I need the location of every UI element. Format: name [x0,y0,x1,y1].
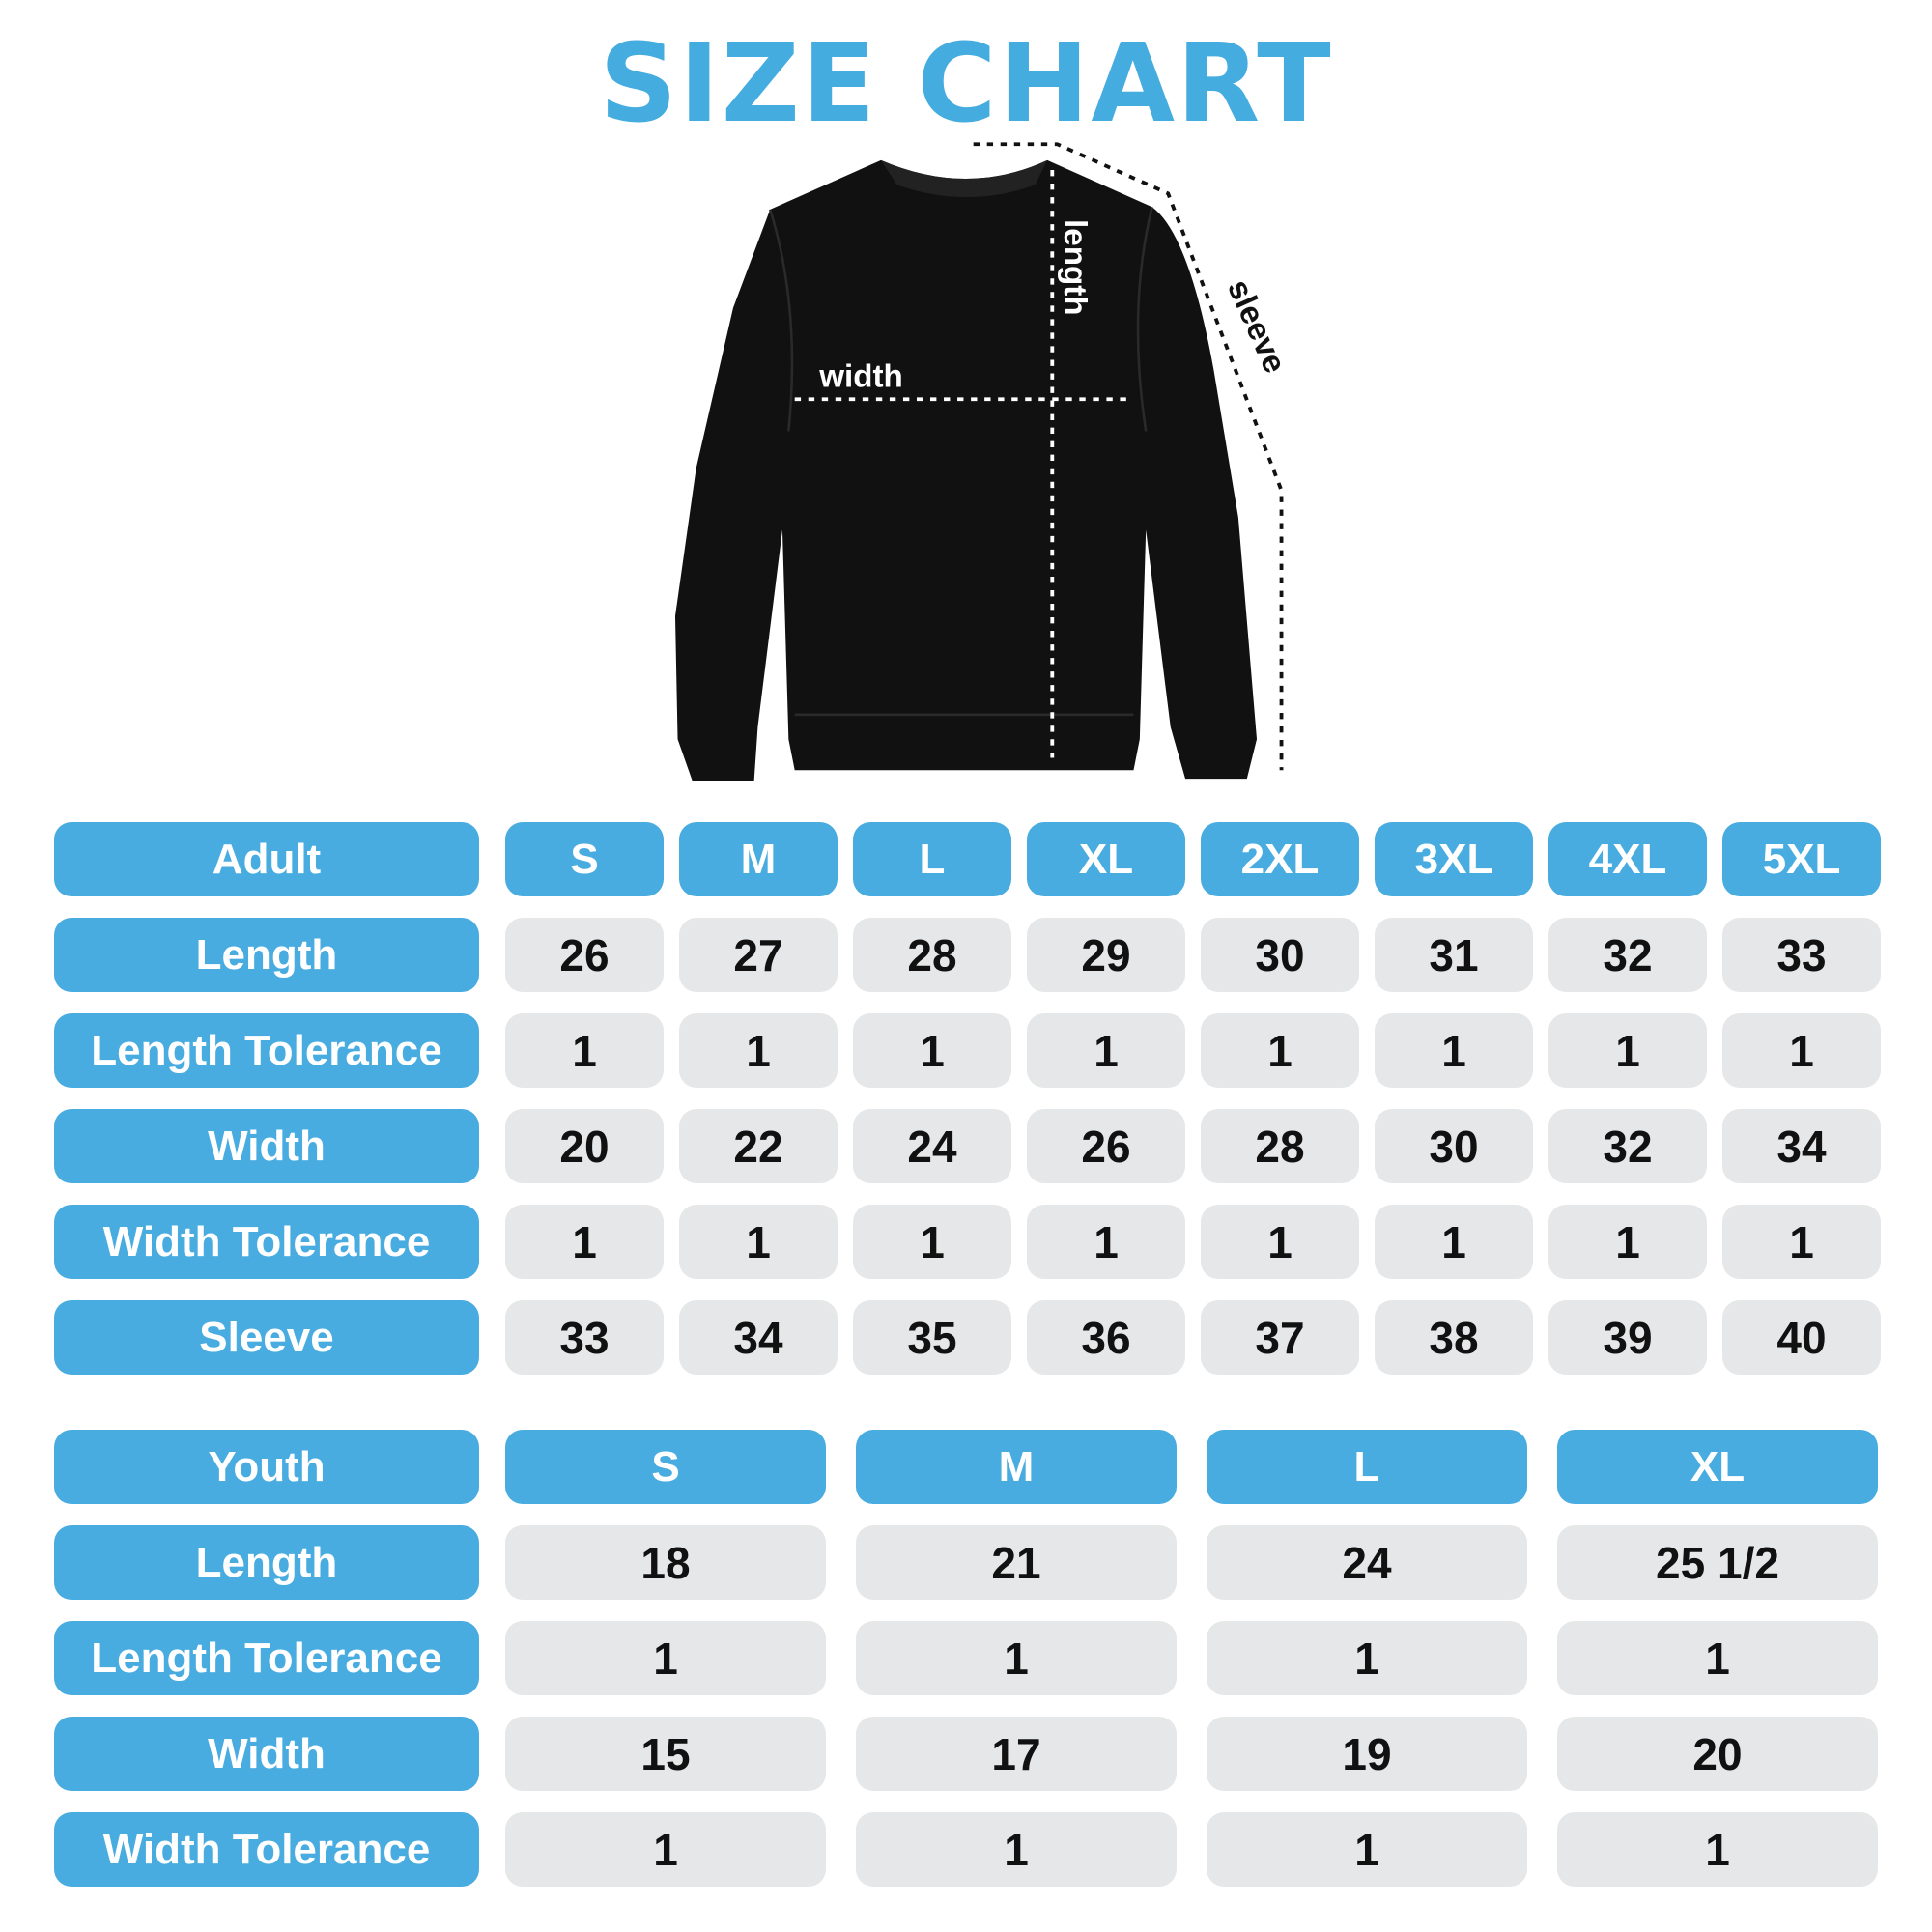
adult-value-cell: 39 [1548,1300,1707,1375]
adult-value-cell: 24 [853,1109,1011,1183]
youth-value-cell: 1 [856,1621,1177,1695]
youth-size-l: L [1207,1430,1527,1504]
adult-value-cell: 1 [1722,1205,1881,1279]
adult-value-cell: 30 [1201,918,1359,992]
adult-value-cell: 1 [853,1205,1011,1279]
youth-value-cell: 21 [856,1525,1177,1600]
sleeve-measure-line [973,142,1284,771]
adult-header: Adult [54,822,479,896]
youth-value-cell: 1 [505,1812,826,1887]
youth-size-s: S [505,1430,826,1504]
adult-value-cell: 34 [1722,1109,1881,1183]
sweater-icon [674,159,1258,781]
adult-value-cell: 40 [1722,1300,1881,1375]
adult-size-s: S [505,822,664,896]
adult-value-cell: 36 [1027,1300,1185,1375]
adult-value-cell: 1 [1201,1205,1359,1279]
adult-value-cell: 1 [505,1013,664,1088]
width-label: width [818,359,903,395]
adult-row-label: Length [54,918,479,992]
adult-value-cell: 1 [1027,1013,1185,1088]
adult-value-cell: 1 [505,1205,664,1279]
youth-value-cell: 1 [1557,1812,1878,1887]
adult-size-m: M [679,822,838,896]
sleeve-label: sleeve [1220,274,1293,379]
youth-value-cell: 1 [1207,1812,1527,1887]
youth-row-label: Width Tolerance [54,1812,479,1887]
youth-value-cell: 1 [505,1621,826,1695]
youth-value-cell: 1 [1207,1621,1527,1695]
adult-value-cell: 33 [1722,918,1881,992]
youth-value-cell: 15 [505,1717,826,1791]
adult-size-5xl: 5XL [1722,822,1881,896]
adult-value-cell: 22 [679,1109,838,1183]
adult-value-cell: 32 [1548,1109,1707,1183]
adult-value-cell: 30 [1375,1109,1533,1183]
adult-value-cell: 31 [1375,918,1533,992]
youth-value-cell: 1 [856,1812,1177,1887]
adult-value-cell: 1 [1548,1205,1707,1279]
adult-value-cell: 1 [1548,1013,1707,1088]
adult-value-cell: 1 [679,1013,838,1088]
adult-value-cell: 26 [505,918,664,992]
youth-value-cell: 25 1/2 [1557,1525,1878,1600]
youth-value-cell: 24 [1207,1525,1527,1600]
adult-value-cell: 37 [1201,1300,1359,1375]
youth-row-label: Length [54,1525,479,1600]
adult-value-cell: 28 [853,918,1011,992]
youth-size-m: M [856,1430,1177,1504]
adult-value-cell: 1 [1375,1205,1533,1279]
adult-value-cell: 34 [679,1300,838,1375]
adult-value-cell: 29 [1027,918,1185,992]
youth-value-cell: 20 [1557,1717,1878,1791]
adult-row-label: Width Tolerance [54,1205,479,1279]
adult-value-cell: 32 [1548,918,1707,992]
page-title: SIZE CHART [599,21,1333,147]
youth-row-label: Width [54,1717,479,1791]
adult-value-cell: 1 [679,1205,838,1279]
adult-size-l: L [853,822,1011,896]
adult-value-cell: 38 [1375,1300,1533,1375]
adult-row-label: Sleeve [54,1300,479,1375]
youth-value-cell: 17 [856,1717,1177,1791]
youth-value-cell: 1 [1557,1621,1878,1695]
adult-row-label: Width [54,1109,479,1183]
youth-value-cell: 19 [1207,1717,1527,1791]
adult-value-cell: 28 [1201,1109,1359,1183]
adult-value-cell: 33 [505,1300,664,1375]
adult-value-cell: 1 [1201,1013,1359,1088]
youth-size-xl: XL [1557,1430,1878,1504]
adult-value-cell: 27 [679,918,838,992]
youth-row-label: Length Tolerance [54,1621,479,1695]
adult-value-cell: 20 [505,1109,664,1183]
youth-header: Youth [54,1430,479,1504]
adult-value-cell: 1 [1375,1013,1533,1088]
adult-size-xl: XL [1027,822,1185,896]
adult-row-label: Length Tolerance [54,1013,479,1088]
adult-size-4xl: 4XL [1548,822,1707,896]
adult-value-cell: 1 [1027,1205,1185,1279]
adult-size-3xl: 3XL [1375,822,1533,896]
adult-value-cell: 35 [853,1300,1011,1375]
adult-value-cell: 1 [853,1013,1011,1088]
adult-value-cell: 26 [1027,1109,1185,1183]
adult-size-2xl: 2XL [1201,822,1359,896]
length-label: length [1057,219,1093,315]
youth-value-cell: 18 [505,1525,826,1600]
adult-value-cell: 1 [1722,1013,1881,1088]
